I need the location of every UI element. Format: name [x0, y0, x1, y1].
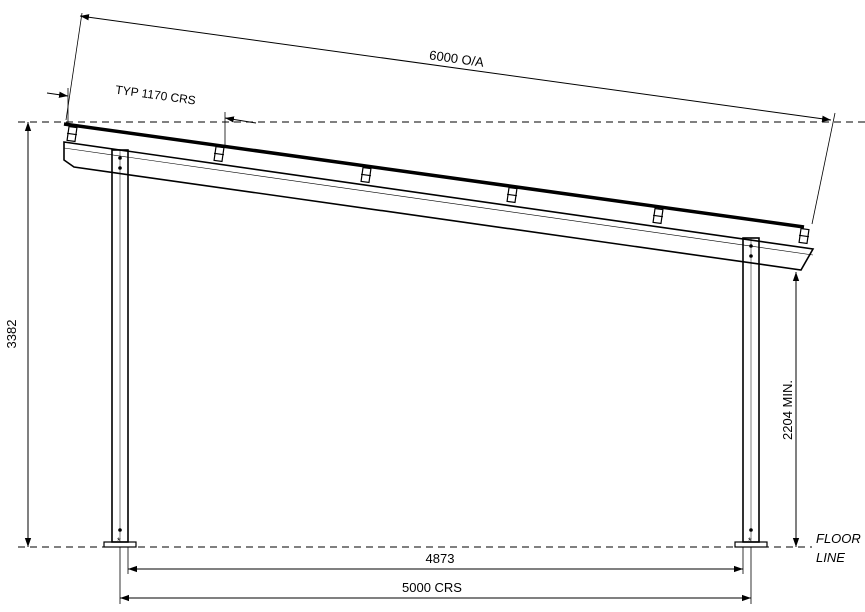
post-centres-dimension — [119, 547, 752, 604]
rafter-beam — [63, 141, 815, 271]
svg-text:*: * — [117, 536, 121, 546]
overall-length-label: 6000 O/A — [428, 47, 485, 69]
min-clearance-label: 2204 MIN. — [780, 380, 795, 440]
purlin-bracket-2 — [213, 145, 225, 163]
inner-span-dimension — [127, 547, 744, 574]
typical-spacing-dimension — [46, 88, 257, 145]
left-post: * — [103, 149, 137, 548]
purlin-bracket-3 — [360, 166, 372, 184]
purlin-bracket-5 — [652, 207, 664, 225]
purlin-bracket-1 — [66, 125, 78, 143]
right-post: * — [734, 237, 768, 548]
svg-text:*: * — [748, 536, 752, 546]
post-centres-label: 5000 CRS — [402, 580, 462, 595]
overall-length-dimension — [65, 12, 836, 225]
inner-span-label: 4873 — [426, 551, 455, 566]
purlin-bracket-4 — [506, 186, 518, 204]
total-height-label: 3382 — [4, 320, 19, 349]
floor-line-label-bottom: LINE — [816, 550, 845, 565]
floor-line-label-top: FLOOR — [816, 531, 861, 546]
purlin-bracket-6 — [798, 227, 810, 245]
rafter-beam-inner-line — [63, 147, 814, 256]
roof-sheet — [63, 122, 805, 229]
typical-spacing-label: TYP 1170 CRS — [115, 83, 197, 108]
